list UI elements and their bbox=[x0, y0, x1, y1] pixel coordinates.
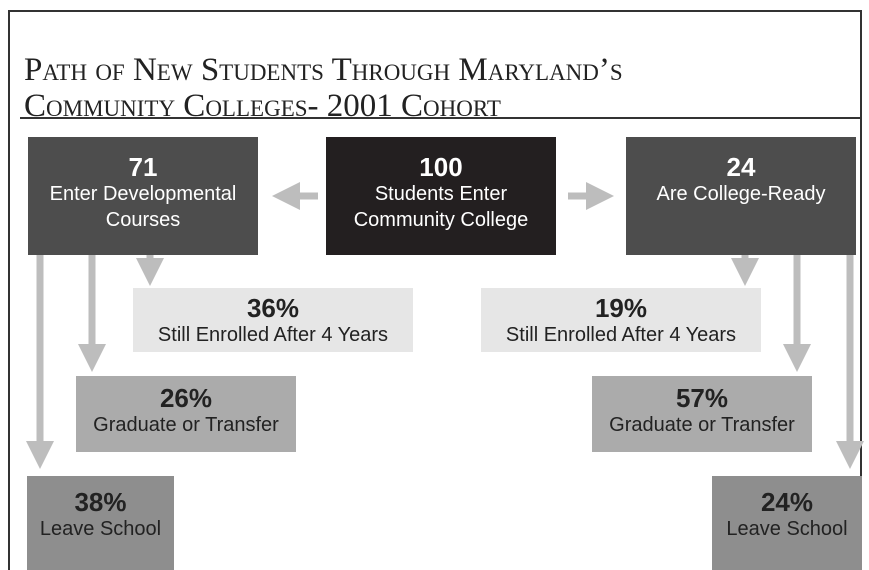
node-label: Enter Developmental Courses bbox=[49, 183, 237, 231]
node: 71 Enter Developmental Courses bbox=[28, 137, 258, 255]
node-value: 24 bbox=[726, 152, 756, 182]
node-label: Are College-Ready bbox=[656, 183, 826, 205]
frame bbox=[8, 10, 862, 570]
arrow-group bbox=[26, 182, 864, 469]
title: Path of New Students Through Maryland’s bbox=[24, 52, 623, 88]
rule bbox=[20, 117, 862, 119]
node: 36% Still Enrolled After 4 Years bbox=[133, 288, 413, 352]
node-label: Leave School bbox=[726, 518, 848, 540]
node-value: 19% bbox=[594, 293, 648, 323]
node-label: Still Enrolled After 4 Years bbox=[157, 324, 389, 346]
node-value: 26% bbox=[159, 383, 213, 413]
node: 24% Leave School bbox=[712, 476, 862, 570]
node: 57% Graduate or Transfer bbox=[592, 376, 812, 452]
node-value: 100 bbox=[419, 152, 463, 182]
node-label: Still Enrolled After 4 Years bbox=[505, 324, 737, 346]
node-label: Graduate or Transfer bbox=[93, 414, 279, 436]
node-value: 57% bbox=[675, 383, 729, 413]
node-value: 36% bbox=[246, 293, 300, 323]
node: 19% Still Enrolled After 4 Years bbox=[481, 288, 761, 352]
node-value: 38% bbox=[74, 487, 127, 517]
node: 26% Graduate or Transfer bbox=[76, 376, 296, 452]
node-label: Students Enter Community College bbox=[353, 183, 529, 231]
node: 38% Leave School bbox=[27, 476, 174, 570]
node-value: 71 bbox=[128, 152, 158, 182]
node: 100 Students Enter Community College bbox=[326, 137, 556, 255]
node-value: 24% bbox=[760, 487, 814, 517]
node-label: Graduate or Transfer bbox=[609, 414, 795, 436]
node-label: Leave School bbox=[39, 518, 162, 540]
node: 24 Are College-Ready bbox=[626, 137, 856, 255]
